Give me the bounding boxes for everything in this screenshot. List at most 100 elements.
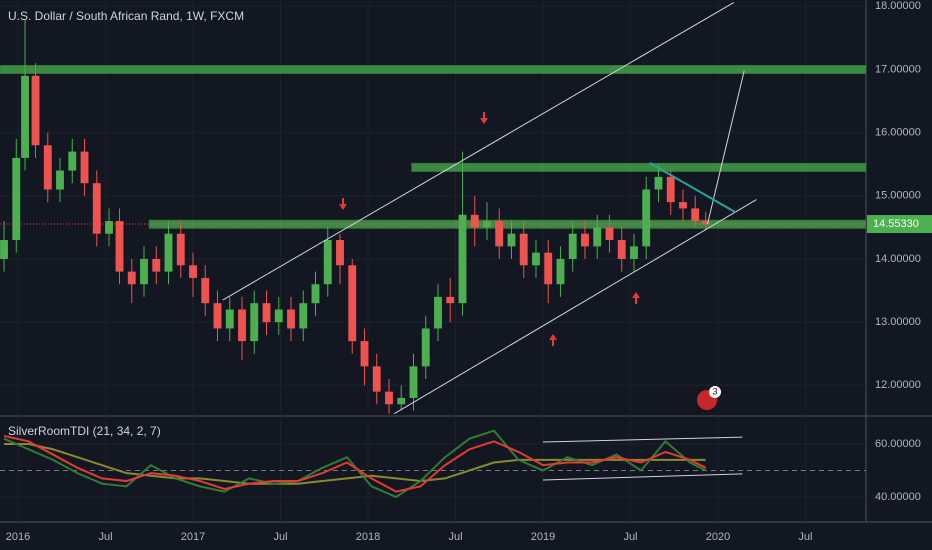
y-tick-label: 15.00000	[875, 190, 921, 202]
candle-body	[679, 202, 687, 209]
y-tick-label: 13.00000	[875, 316, 921, 328]
candle-body	[421, 328, 430, 367]
x-tick-label: Jul	[448, 531, 462, 543]
candle-body	[274, 309, 283, 323]
candle-body	[617, 240, 626, 259]
candle-body	[568, 233, 577, 259]
y-tick-label: 12.00000	[875, 379, 921, 391]
up-arrow	[549, 334, 557, 346]
y-tick-label: 40.00000	[875, 491, 921, 503]
candle-body	[31, 75, 40, 146]
last-price-box	[867, 215, 932, 234]
candle-body	[507, 233, 516, 247]
level-zone	[411, 162, 867, 172]
candle-body	[666, 176, 675, 203]
candle-body	[605, 227, 614, 241]
indicator-line	[3, 429, 707, 499]
candle-body	[593, 227, 602, 247]
x-tick-label: 2020	[706, 531, 730, 543]
candle-body	[299, 303, 308, 329]
candle-body	[127, 271, 136, 285]
candle-body	[544, 252, 553, 285]
x-tick-label: Jul	[623, 531, 637, 543]
candle-body	[409, 366, 418, 398]
level-zone	[0, 64, 867, 74]
candle-body	[262, 303, 271, 323]
candle-body	[701, 221, 710, 225]
candle-body	[238, 309, 246, 342]
candle-body	[21, 75, 29, 158]
candle-body	[0, 240, 8, 259]
candle-body	[458, 214, 467, 304]
event-count: 3	[712, 386, 717, 396]
candle-body	[164, 233, 173, 272]
candle-body	[495, 221, 504, 247]
candle-body	[470, 214, 479, 228]
y-tick-label: 17.00000	[875, 63, 921, 75]
candle-body	[115, 221, 124, 272]
trend-line	[542, 436, 743, 443]
chart-title: U.S. Dollar / South African Rand, 1W, FX…	[8, 9, 244, 23]
down-arrow	[339, 198, 347, 210]
x-tick-label: 2018	[356, 531, 380, 543]
candle-body	[56, 170, 64, 190]
candle-body	[311, 284, 320, 304]
candle-body	[397, 397, 406, 405]
event-badge	[709, 386, 721, 398]
candle-body	[385, 391, 393, 405]
candle-body	[532, 252, 540, 266]
x-tick-label: 2017	[181, 531, 205, 543]
candle-body	[372, 366, 381, 392]
indicator-line	[3, 435, 707, 493]
candle-body	[12, 157, 21, 241]
candle-body	[176, 233, 185, 266]
candle-body	[287, 309, 295, 329]
candle-body	[201, 277, 210, 304]
x-tick-label: Jul	[98, 531, 112, 543]
y-tick-label: 60.00000	[875, 438, 921, 450]
trend-line	[542, 473, 743, 481]
y-tick-label: 16.00000	[875, 127, 921, 139]
candle-body	[642, 189, 651, 247]
candle-body	[654, 176, 663, 190]
x-tick-label: Jul	[273, 531, 287, 543]
trend-line	[649, 162, 736, 214]
candle-body	[556, 258, 565, 285]
price-axis	[866, 0, 932, 550]
candle-body	[446, 296, 455, 304]
candle-body	[140, 258, 148, 285]
candle-body	[348, 265, 357, 342]
candle-body	[213, 303, 222, 329]
x-tick-label: 2016	[6, 531, 30, 543]
candle-body	[630, 246, 638, 259]
candle-body	[92, 183, 101, 234]
candle-body	[80, 151, 89, 184]
indicator-line	[4, 442, 706, 485]
candle-body	[360, 341, 369, 367]
trend-line	[706, 70, 745, 225]
x-tick-label: Jul	[798, 531, 812, 543]
y-tick-label: 14.00000	[875, 253, 921, 265]
candle-body	[250, 303, 259, 342]
candle-body	[336, 240, 344, 266]
last-price-label: 14.55330	[873, 218, 919, 230]
candle-body	[68, 151, 77, 171]
trend-line	[222, 2, 734, 301]
up-arrow	[632, 292, 640, 304]
candle-body	[519, 233, 528, 266]
trend-line	[393, 199, 757, 415]
candle-body	[225, 309, 234, 329]
candle-body	[43, 145, 52, 190]
candle-body	[434, 296, 442, 329]
candle-body	[189, 265, 197, 278]
candle-body	[323, 240, 332, 285]
indicator-title: SilverRoomTDI (21, 34, 2, 7)	[8, 424, 161, 438]
x-tick-label: 2019	[531, 531, 555, 543]
y-tick-label: 18.00000	[875, 0, 921, 12]
candle-body	[152, 258, 161, 272]
candle-body	[581, 233, 589, 247]
signal-arrows	[339, 112, 640, 346]
candle-body	[105, 221, 113, 234]
